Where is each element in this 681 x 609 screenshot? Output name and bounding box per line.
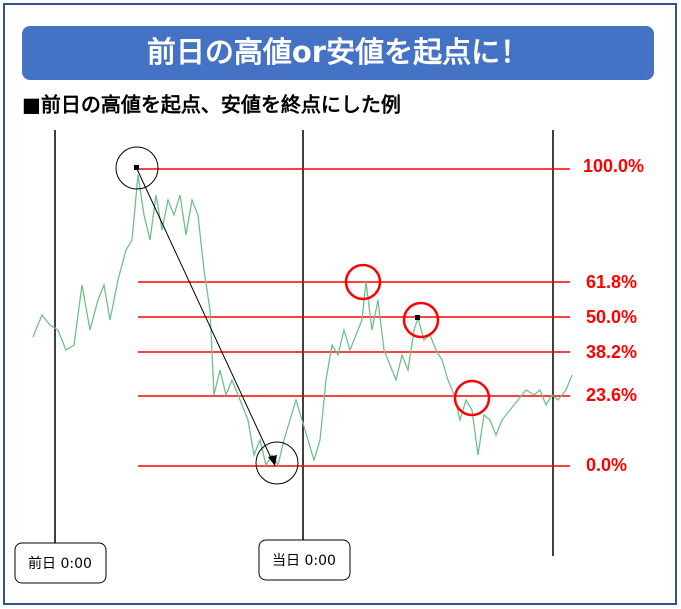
level-label: 100.0% [583,156,644,176]
highlight [402,301,440,339]
subtitle: ■前日の高値を起点、安値を終点にした例 [22,93,401,117]
time-box [14,542,107,584]
point [134,165,139,170]
title-bar [22,26,654,80]
title: 前日の高値or安値を起点に！ [147,35,529,69]
highlight [344,263,382,301]
level-label: 38.2% [586,342,637,362]
arrow [136,168,272,459]
time-label: 前日 0:00 [28,555,92,572]
point [415,315,420,320]
level-label: 50.0% [586,307,637,327]
circle [115,146,159,190]
price-line [32,174,573,467]
time-label: 当日 0:00 [272,553,336,569]
level-label: 61.8% [586,272,637,292]
level-label: 23.6% [586,385,637,405]
frame [3,3,677,605]
time-box [258,539,351,581]
level-label: 0.0% [586,455,627,475]
highlight [453,379,491,417]
arrow-head [268,455,277,466]
circle [255,441,299,485]
